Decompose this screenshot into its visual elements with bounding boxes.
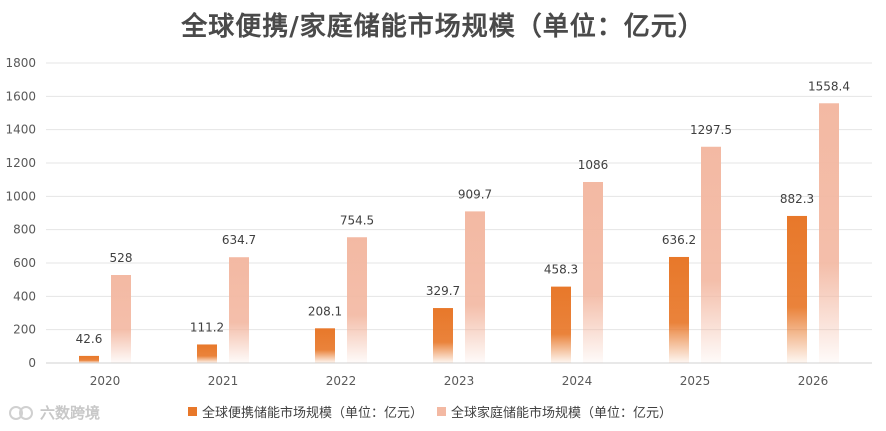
legend: 全球便携储能市场规模（单位：亿元） 全球家庭储能市场规模（单位：亿元） [188,401,686,421]
bar-home-2022 [347,237,367,363]
y-tick-label: 1800 [5,56,36,70]
data-label: 636.2 [662,233,696,247]
legend-item-home: 全球家庭储能市场规模（单位：亿元） [437,402,672,421]
bar-home-2026 [819,103,839,364]
bar-portable-2024 [551,286,571,363]
bar-portable-2026 [787,215,807,363]
data-label: 1558.4 [808,79,850,93]
y-tick-label: 400 [13,289,36,303]
bar-portable-2022 [315,328,335,363]
data-label: 1086 [578,158,609,172]
y-tick-label: 600 [13,256,36,270]
data-label: 111.2 [190,320,224,334]
data-label: 1297.5 [690,123,732,137]
data-label: 329.7 [426,284,460,298]
legend-swatch-home [437,406,447,416]
bar-portable-2023 [433,308,453,363]
data-label: 909.7 [458,187,492,201]
x-tick-label: 2021 [208,374,239,388]
chart-title: 全球便携/家庭储能市场规模（单位：亿元） [181,12,705,42]
legend-swatch-portable [188,406,197,416]
legend-item-portable: 全球便携储能市场规模（单位：亿元） [188,402,423,421]
legend-label-portable: 全球便携储能市场规模（单位：亿元） [202,405,424,421]
data-label: 634.7 [222,233,256,247]
x-tick-label: 2026 [798,374,829,388]
bar-portable-2025 [669,256,689,363]
y-tick-label: 800 [13,223,36,237]
x-tick-label: 2025 [680,374,711,388]
data-label: 42.6 [76,332,103,346]
data-label: 528 [110,251,133,265]
data-label: 754.5 [340,213,374,227]
data-label: 882.3 [780,192,814,206]
watermark-logo-icon [9,405,33,420]
data-label: 458.3 [544,263,578,277]
watermark-text: 六数跨境 [40,404,101,422]
y-tick-label: 1000 [5,189,36,203]
y-tick-label: 1400 [5,123,36,137]
x-tick-label: 2023 [444,374,475,388]
bar-portable-2020 [79,355,99,363]
legend-label-home: 全球家庭储能市场规模（单位：亿元） [451,405,673,421]
y-tick-label: 200 [13,323,36,337]
bar-portable-2021 [197,344,217,363]
data-label: 208.1 [308,304,342,318]
x-tick-label: 2020 [90,374,121,388]
bar-home-2025 [701,146,721,363]
bar-home-2021 [229,257,249,363]
y-tick-label: 1200 [5,156,36,170]
y-tick-label: 0 [28,356,36,370]
x-tick-label: 2022 [326,374,357,388]
bar-home-2024 [583,182,603,363]
y-tick-label: 1600 [5,89,36,103]
bar-home-2020 [111,275,131,363]
bar-home-2023 [465,211,485,363]
x-tick-label: 2024 [562,374,593,388]
watermark: 六数跨境 [8,402,100,423]
